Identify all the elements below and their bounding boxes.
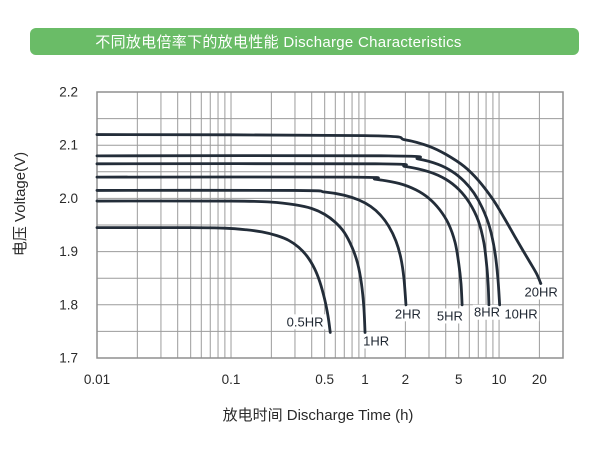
- y-tick-label: 2.2: [59, 85, 78, 100]
- title-banner: 不同放电倍率下的放电性能 Discharge Characteristics: [30, 28, 579, 55]
- curve-label-8hr: 8HR: [474, 305, 500, 320]
- x-tick-label: 10: [492, 372, 507, 387]
- curve-label-20hr: 20HR: [524, 285, 557, 300]
- page-title: 不同放电倍率下的放电性能 Discharge Characteristics: [95, 34, 462, 51]
- curve-label-5hr: 5HR: [437, 308, 463, 323]
- curve-label-mask: [393, 306, 423, 322]
- discharge-curve-0.5hr: [95, 226, 332, 334]
- curve-label-10hr: 10HR: [504, 306, 537, 321]
- plot-border: [96, 91, 564, 359]
- x-tick-label: 0.01: [84, 372, 110, 387]
- curve-label-2hr: 2HR: [395, 306, 421, 321]
- curve-label-mask: [502, 306, 540, 322]
- curve-label-mask: [472, 304, 502, 320]
- curve-label-1hr: 1HR: [363, 333, 389, 348]
- discharge-curve-2hr: [95, 188, 408, 307]
- y-tick-label: 2.0: [59, 191, 78, 206]
- curve-label-mask: [523, 284, 560, 300]
- curve-label-mask: [283, 314, 328, 330]
- y-tick-label: 1.9: [59, 244, 78, 259]
- discharge-curve-8hr: [95, 162, 491, 307]
- x-tick-label: 20: [532, 372, 547, 387]
- y-tick-label: 2.1: [59, 138, 78, 153]
- y-tick-label: 1.8: [59, 297, 78, 312]
- chart-generated-content: 0.5HR 1HR 2HR 5HR 8HR 10HR 20HR 0.01 0.1 0.5 1 2 5 10…: [59, 85, 564, 387]
- x-tick-label: 5: [455, 372, 463, 387]
- curve-label-mask: [435, 308, 465, 324]
- curve-label-mask: [361, 333, 391, 349]
- discharge-curve-10hr: [95, 154, 502, 307]
- discharge-curve-5hr: [95, 175, 464, 307]
- x-tick-label: 1: [361, 372, 369, 387]
- x-tick-label: 0.5: [315, 372, 334, 387]
- x-axis-title: 放电时间 Discharge Time (h): [223, 407, 414, 424]
- y-axis-title: 电压 Voltage(V): [12, 152, 29, 256]
- y-tick-label: 1.7: [59, 351, 78, 366]
- discharge-curve-20hr: [95, 133, 543, 285]
- discharge-curve-1hr: [95, 199, 367, 334]
- x-tick-label: 0.1: [222, 372, 241, 387]
- curve-label-0.5hr: 0.5HR: [287, 314, 324, 329]
- x-tick-label: 2: [402, 372, 410, 387]
